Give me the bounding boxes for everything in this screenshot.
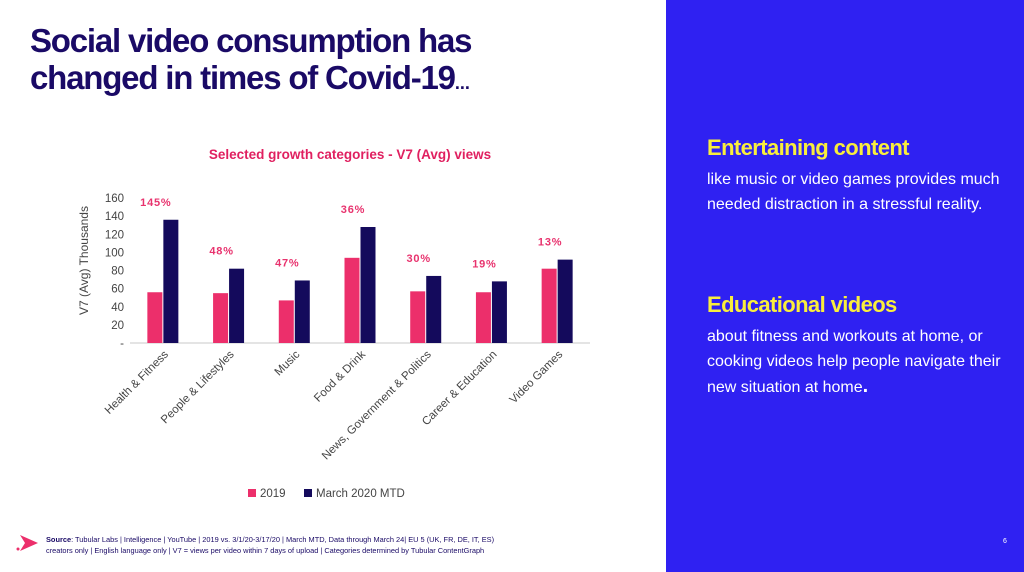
x-tick-label: Food & Drink [312, 348, 368, 404]
x-tick-label: Music [273, 348, 303, 378]
legend-swatch-2020 [304, 489, 312, 497]
y-tick-label: 120 [105, 229, 124, 241]
callout-body-wrap: about fitness and workouts at home, or c… [707, 324, 1017, 400]
growth-label: 30% [407, 253, 431, 265]
bar-2019 [410, 291, 426, 343]
growth-label: 48% [209, 246, 233, 258]
y-tick-label: 80 [111, 266, 124, 278]
source-line-1: Source: Tubular Labs | Intelligence | Yo… [46, 534, 646, 545]
title-line-2-text: changed in times of Covid-19 [30, 59, 456, 96]
growth-label: 19% [472, 258, 496, 270]
growth-label: 36% [341, 204, 365, 216]
title-line-2: changed in times of Covid-19... [30, 59, 630, 102]
callout-body: like music or video games provides much … [707, 171, 1000, 213]
bar-2020 [491, 281, 507, 343]
bar-2019 [344, 257, 360, 343]
growth-label: 13% [538, 237, 562, 249]
legend-label-2020: March 2020 MTD [316, 488, 405, 500]
y-axis-label: V7 (Avg) Thousands [77, 206, 91, 315]
x-tick-label: News, Government & Politics [320, 348, 434, 462]
source-label: Source [46, 535, 72, 544]
callout-educational: Educational videos about fitness and wor… [707, 292, 1017, 400]
y-tick-label: 40 [111, 302, 124, 314]
source-note: Source: Tubular Labs | Intelligence | Yo… [46, 534, 646, 556]
source-text-2: creators only | English language only | … [46, 546, 485, 555]
y-tick-label: 60 [111, 284, 124, 296]
x-tick-label: Video Games [508, 348, 566, 406]
x-tick-label: Health & Fitness [103, 348, 171, 416]
source-text-1: : Tubular Labs | Intelligence | YouTube … [71, 535, 495, 544]
accenture-arrow-icon [16, 535, 38, 551]
bar-2019 [278, 300, 294, 343]
callout-entertaining: Entertaining content like music or video… [707, 135, 1017, 217]
legend-swatch-2019 [248, 489, 256, 497]
growth-label: 47% [275, 257, 299, 269]
callout-heading: Educational videos [707, 292, 897, 317]
growth-label: 145% [140, 197, 171, 209]
growth-bar-chart: Selected growth categories - V7 (Avg) vi… [77, 147, 590, 500]
bar-2020 [360, 227, 376, 343]
bar-2019 [147, 292, 163, 343]
y-tick-label: 160 [105, 193, 124, 205]
bar-2020 [229, 268, 245, 343]
callout-heading: Entertaining content [707, 135, 909, 160]
right-panel: Entertaining content like music or video… [666, 0, 1024, 572]
bar-2020 [294, 280, 310, 343]
y-tick-label: 100 [105, 247, 124, 259]
bar-2019 [541, 268, 557, 343]
callout-end-mark: . [862, 375, 869, 397]
bar-2020 [426, 275, 442, 343]
title-line-1: Social video consumption has [30, 22, 473, 59]
page-title: Social video consumption has changed in … [30, 22, 630, 102]
callout-body: about fitness and workouts at home, or c… [707, 328, 1001, 396]
page-number: 6 [1003, 538, 1007, 545]
bar-2020 [163, 219, 179, 343]
y-tick-label: 20 [111, 320, 124, 332]
chart-title: Selected growth categories - V7 (Avg) vi… [209, 147, 491, 162]
bar-2020 [557, 259, 573, 343]
x-tick-label: Career & Education [420, 349, 499, 428]
bar-2019 [475, 292, 491, 343]
title-ellipsis: ... [454, 73, 470, 93]
legend-label-2019: 2019 [260, 488, 286, 500]
y-tick-label: - [120, 338, 124, 350]
x-tick-label: People & Lifestyles [159, 348, 237, 426]
y-tick-label: 140 [105, 211, 124, 223]
bar-2019 [213, 293, 229, 343]
